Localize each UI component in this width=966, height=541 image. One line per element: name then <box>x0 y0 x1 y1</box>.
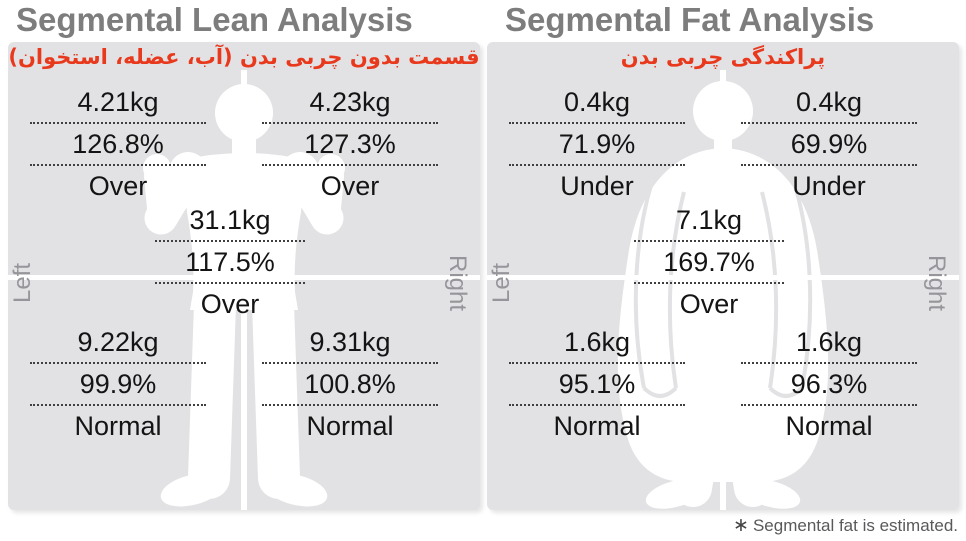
lean-right-leg-mass: 9.31kg <box>262 322 438 364</box>
fat-right-arm-percent: 69.9% <box>741 124 917 166</box>
vertical-divider <box>720 70 726 510</box>
lean-panel-title: Segmental Lean Analysis <box>16 1 413 38</box>
fat-right-arm-status: Under <box>792 171 866 201</box>
lean-right-arm-percent: 127.3% <box>262 124 438 166</box>
fat-right-leg-percent: 96.3% <box>741 364 917 406</box>
lean-left-arm-block: 4.21kg 126.8% Over <box>30 82 206 206</box>
fat-trunk-status: Over <box>679 289 739 319</box>
lean-right-arm-block: 4.23kg 127.3% Over <box>262 82 438 206</box>
lean-left-leg-percent: 99.9% <box>30 364 206 406</box>
lean-trunk-percent: 117.5% <box>155 242 305 284</box>
lean-left-leg-mass: 9.22kg <box>30 322 206 364</box>
lean-right-arm-status: Over <box>320 171 380 201</box>
segmental-fat-panel: پراکندگی چربی بدن Left Right 0.4kg 71.9%… <box>487 42 959 510</box>
fat-right-side-label: Right <box>923 254 950 312</box>
fat-left-leg-mass: 1.6kg <box>509 322 685 364</box>
fat-trunk-block: 7.1kg 169.7% Over <box>634 200 784 324</box>
footnote: ∗ Segmental fat is estimated. <box>733 514 958 537</box>
lean-right-arm-mass: 4.23kg <box>262 82 438 124</box>
lean-left-leg-status: Normal <box>74 411 162 441</box>
fat-right-arm-block: 0.4kg 69.9% Under <box>741 82 917 206</box>
vertical-divider <box>241 70 247 510</box>
fat-trunk-percent: 169.7% <box>634 242 784 284</box>
fat-right-leg-block: 1.6kg 96.3% Normal <box>741 322 917 446</box>
segmental-lean-panel: قسمت بدون چربی بدن (آب، عضله، استخوان) L… <box>8 42 480 510</box>
lean-left-side-label: Left <box>9 262 36 304</box>
fat-left-leg-block: 1.6kg 95.1% Normal <box>509 322 685 446</box>
lean-trunk-status: Over <box>200 289 260 319</box>
lean-left-leg-block: 9.22kg 99.9% Normal <box>30 322 206 446</box>
fat-left-leg-status: Normal <box>553 411 641 441</box>
lean-right-leg-percent: 100.8% <box>262 364 438 406</box>
lean-trunk-block: 31.1kg 117.5% Over <box>155 200 305 324</box>
arm-seam-lines <box>633 169 813 398</box>
fat-left-arm-block: 0.4kg 71.9% Under <box>509 82 685 206</box>
footnote-text: Segmental fat is estimated. <box>752 516 958 535</box>
fat-subtitle-farsi: پراکندگی چربی بدن <box>620 45 826 69</box>
fat-right-leg-status: Normal <box>785 411 873 441</box>
fat-left-arm-mass: 0.4kg <box>509 82 685 124</box>
fat-panel-title: Segmental Fat Analysis <box>505 1 875 38</box>
lean-right-leg-status: Normal <box>306 411 394 441</box>
fat-trunk-mass: 7.1kg <box>634 200 784 242</box>
fat-right-leg-mass: 1.6kg <box>741 322 917 364</box>
fat-left-side-label: Left <box>488 262 515 304</box>
lean-right-side-label: Right <box>444 254 471 312</box>
lean-left-arm-percent: 126.8% <box>30 124 206 166</box>
fat-left-leg-percent: 95.1% <box>509 364 685 406</box>
lean-subtitle-farsi: قسمت بدون چربی بدن (آب، عضله، استخوان) <box>8 45 480 69</box>
muscular-body-silhouette-icon <box>143 84 345 507</box>
lean-trunk-mass: 31.1kg <box>155 200 305 242</box>
lean-left-arm-mass: 4.21kg <box>30 82 206 124</box>
fat-right-arm-mass: 0.4kg <box>741 82 917 124</box>
lean-left-arm-status: Over <box>88 171 148 201</box>
fat-left-arm-percent: 71.9% <box>509 124 685 166</box>
fat-left-arm-status: Under <box>560 171 634 201</box>
lean-right-leg-block: 9.31kg 100.8% Normal <box>262 322 438 446</box>
asterisk-icon: ∗ <box>733 515 749 536</box>
